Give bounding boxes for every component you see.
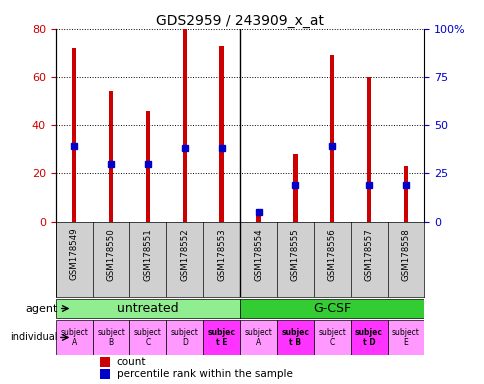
Bar bbox=[92, 320, 129, 355]
Text: GSM178550: GSM178550 bbox=[106, 228, 115, 281]
Bar bbox=[129, 320, 166, 355]
Bar bbox=[240, 299, 424, 318]
Text: GSM178556: GSM178556 bbox=[327, 228, 336, 281]
Text: count: count bbox=[116, 357, 146, 367]
Title: GDS2959 / 243909_x_at: GDS2959 / 243909_x_at bbox=[156, 14, 323, 28]
Bar bbox=[182, 29, 187, 222]
Bar bbox=[329, 55, 334, 222]
Bar bbox=[313, 320, 350, 355]
Text: GSM178553: GSM178553 bbox=[217, 228, 226, 281]
Text: subject
E: subject E bbox=[391, 328, 419, 347]
Bar bbox=[203, 320, 240, 355]
Bar bbox=[108, 91, 113, 222]
Bar bbox=[56, 320, 92, 355]
Text: GSM178549: GSM178549 bbox=[70, 228, 78, 280]
Bar bbox=[72, 48, 76, 222]
Text: GSM178552: GSM178552 bbox=[180, 228, 189, 281]
Bar bbox=[166, 320, 203, 355]
Text: G-CSF: G-CSF bbox=[313, 302, 350, 315]
Bar bbox=[387, 320, 424, 355]
Bar bbox=[145, 111, 150, 222]
Bar bbox=[56, 299, 240, 318]
Text: subject
A: subject A bbox=[244, 328, 272, 347]
Bar bbox=[100, 357, 110, 367]
Text: GSM178558: GSM178558 bbox=[401, 228, 409, 281]
Bar bbox=[276, 320, 313, 355]
Bar bbox=[366, 77, 371, 222]
Text: subjec
t D: subjec t D bbox=[354, 328, 382, 347]
Text: subject
C: subject C bbox=[134, 328, 162, 347]
Text: subjec
t E: subjec t E bbox=[207, 328, 235, 347]
Bar bbox=[256, 215, 260, 222]
Text: subject
D: subject D bbox=[170, 328, 198, 347]
Bar bbox=[100, 369, 110, 379]
Text: subject
A: subject A bbox=[60, 328, 88, 347]
Text: agent: agent bbox=[25, 303, 58, 313]
Text: GSM178551: GSM178551 bbox=[143, 228, 152, 281]
Bar bbox=[350, 320, 387, 355]
Text: GSM178555: GSM178555 bbox=[290, 228, 299, 281]
Text: GSM178554: GSM178554 bbox=[254, 228, 262, 281]
Bar bbox=[219, 46, 224, 222]
Text: percentile rank within the sample: percentile rank within the sample bbox=[116, 369, 292, 379]
Text: individual: individual bbox=[10, 333, 58, 343]
Bar bbox=[240, 320, 276, 355]
Text: subjec
t B: subjec t B bbox=[281, 328, 309, 347]
Bar bbox=[292, 154, 297, 222]
Text: subject
C: subject C bbox=[318, 328, 346, 347]
Text: subject
B: subject B bbox=[97, 328, 125, 347]
Bar bbox=[403, 166, 408, 222]
Text: untreated: untreated bbox=[117, 302, 179, 315]
Text: GSM178557: GSM178557 bbox=[364, 228, 373, 281]
